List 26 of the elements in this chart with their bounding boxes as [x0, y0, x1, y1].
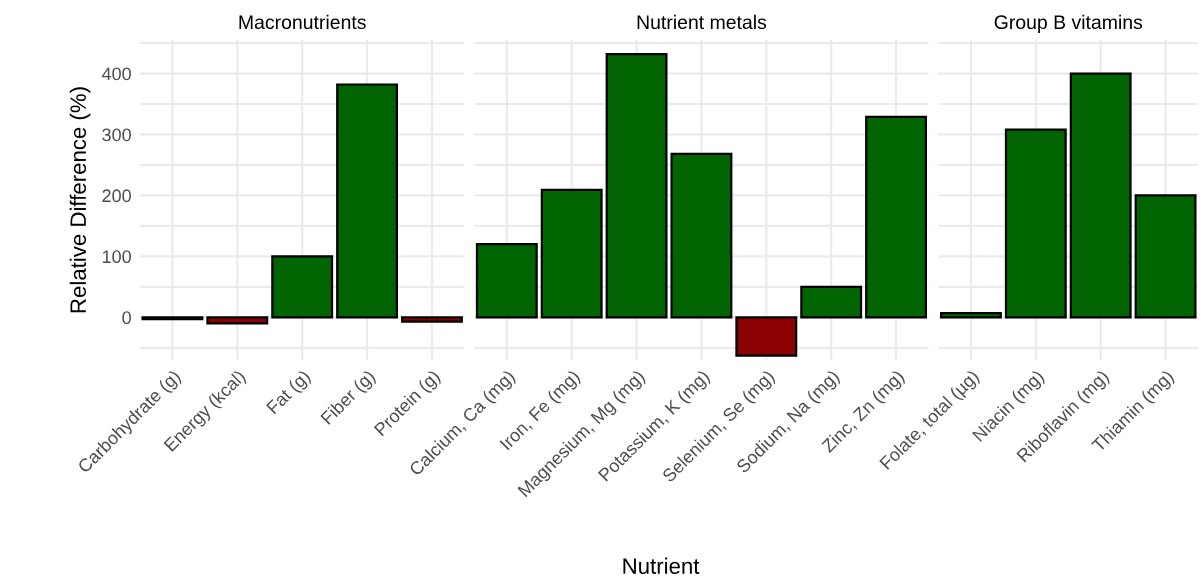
bar — [605, 52, 668, 319]
y-tick-label: 300 — [102, 128, 131, 142]
y-tick-label: 400 — [101, 67, 131, 81]
bar — [1069, 72, 1132, 319]
bar — [735, 316, 798, 357]
bar — [939, 311, 1002, 319]
bar — [475, 243, 538, 319]
bar — [865, 115, 928, 319]
bar — [206, 316, 269, 325]
chart-title: Macronutrients — [239, 14, 366, 30]
chart-title: Nutrient metals — [637, 14, 767, 30]
y-tick-label: 100 — [102, 250, 131, 264]
bar — [1134, 194, 1197, 319]
y-tick-label: 200 — [102, 189, 131, 203]
y-tick-label: 0 — [122, 311, 131, 325]
bar — [540, 188, 603, 319]
bar — [1004, 128, 1067, 319]
bar — [336, 83, 399, 319]
bar — [800, 285, 863, 319]
bar — [670, 152, 733, 319]
bar — [271, 255, 334, 319]
y-axis-title: Relative Difference (%) — [69, 87, 91, 313]
chart-title: Group B vitamins — [994, 14, 1143, 33]
bar — [400, 316, 463, 323]
x-tick-label: Fat (g) — [265, 369, 314, 417]
x-axis-title: Nutrient — [623, 557, 700, 574]
